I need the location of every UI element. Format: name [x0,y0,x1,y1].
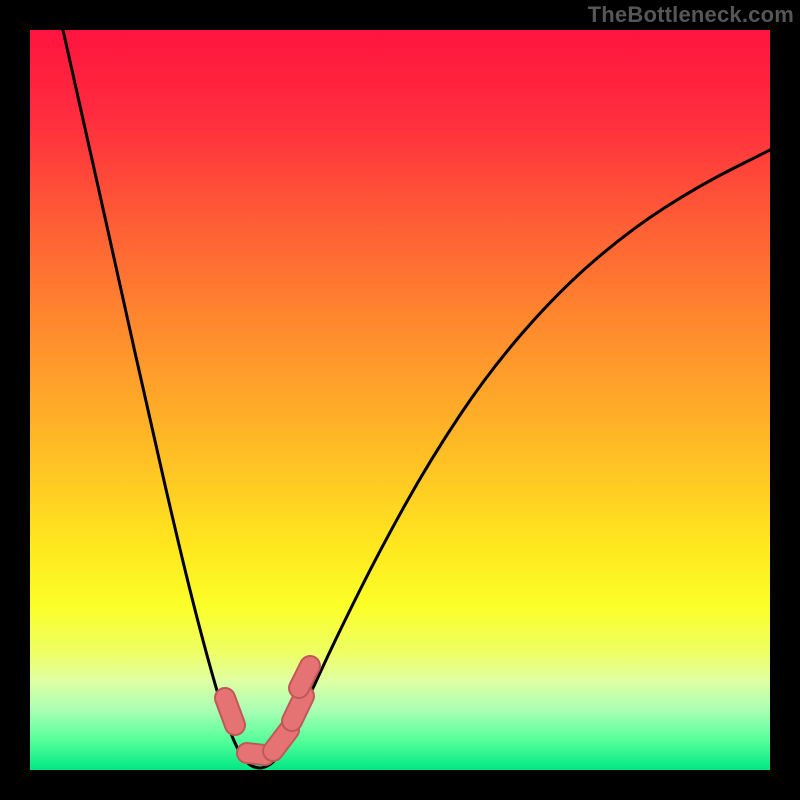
marker-capsule [299,666,310,688]
marker-capsule [273,730,289,751]
chart-frame: TheBottleneck.com [0,0,800,800]
plot-area [30,30,770,770]
marker-capsule [292,696,304,721]
marker-capsule [225,698,235,725]
bottleneck-curve [30,30,770,770]
watermark-text: TheBottleneck.com [588,2,794,28]
